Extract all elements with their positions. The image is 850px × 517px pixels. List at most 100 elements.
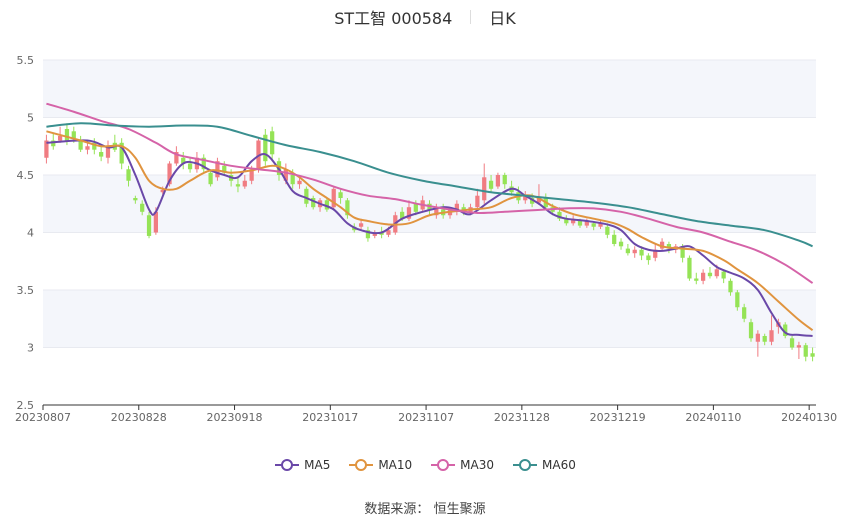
candle-body[interactable]	[748, 322, 754, 339]
candle-body[interactable]	[311, 198, 316, 208]
candle-body[interactable]	[659, 241, 665, 249]
candle-body[interactable]	[721, 271, 726, 279]
candle-body[interactable]	[174, 152, 179, 164]
candle-body[interactable]	[181, 157, 186, 164]
ma-line-ma60[interactable]	[46, 122, 813, 248]
candle-body[interactable]	[536, 198, 542, 203]
candle-body[interactable]	[235, 184, 241, 187]
candle-body[interactable]	[762, 336, 767, 342]
legend-item-ma60[interactable]: MA60	[512, 458, 576, 472]
candle-body[interactable]	[379, 232, 384, 235]
candle-body[interactable]	[598, 223, 603, 227]
candle-body[interactable]	[406, 207, 412, 219]
candle-body[interactable]	[78, 140, 83, 150]
ma-line-ma30[interactable]	[46, 102, 814, 284]
candle-body[interactable]	[297, 180, 302, 185]
candle-body[interactable]	[270, 131, 275, 155]
candle-body[interactable]	[208, 172, 213, 185]
candle-body[interactable]	[680, 246, 685, 258]
candle-body[interactable]	[126, 169, 131, 181]
candle-body[interactable]	[564, 218, 569, 224]
candle-body[interactable]	[365, 230, 371, 239]
legend-item-ma5[interactable]: MA5	[274, 458, 330, 472]
candle-body[interactable]	[632, 249, 637, 254]
candle-body[interactable]	[618, 241, 624, 247]
candle-body[interactable]	[612, 234, 617, 244]
candle-body[interactable]	[769, 330, 774, 342]
candlestick-chart[interactable]: 2.5 3 3.5 4 4.5 5 5.5 20230807 20230828 20230918…	[0, 0, 850, 440]
candle-body[interactable]	[263, 134, 268, 162]
candle-body[interactable]	[57, 135, 63, 141]
candle-body[interactable]	[99, 152, 104, 157]
candle-body[interactable]	[666, 244, 672, 249]
candle-body[interactable]	[529, 198, 535, 204]
candle-body[interactable]	[133, 198, 138, 201]
candle-body[interactable]	[290, 175, 295, 185]
candle-body[interactable]	[358, 223, 364, 227]
candle-body[interactable]	[215, 161, 220, 178]
candle-body[interactable]	[687, 257, 692, 279]
candle-body[interactable]	[345, 200, 350, 216]
candle-body[interactable]	[475, 195, 480, 208]
candle-body[interactable]	[372, 232, 377, 236]
candle-body[interactable]	[146, 215, 152, 236]
candle-body[interactable]	[85, 146, 90, 150]
candle-body[interactable]	[502, 175, 507, 185]
candle-body[interactable]	[803, 345, 808, 357]
candle-body[interactable]	[386, 230, 391, 235]
candle-body[interactable]	[51, 140, 56, 147]
candle-body[interactable]	[694, 278, 699, 281]
candle-body[interactable]	[105, 146, 111, 158]
candle-body[interactable]	[742, 307, 747, 319]
candle-body[interactable]	[160, 189, 165, 193]
candle-body[interactable]	[434, 207, 439, 216]
candle-body[interactable]	[646, 255, 651, 261]
candle-body[interactable]	[304, 188, 309, 204]
candle-body[interactable]	[488, 180, 494, 189]
candle-body[interactable]	[639, 249, 644, 256]
candle-body[interactable]	[625, 248, 631, 254]
candle-body[interactable]	[605, 226, 610, 235]
candle-body[interactable]	[338, 192, 343, 198]
candle-body[interactable]	[584, 221, 589, 226]
candle-body[interactable]	[735, 292, 740, 308]
ma-line-ma10[interactable]	[46, 130, 814, 332]
candle-body[interactable]	[755, 333, 760, 342]
candle-body[interactable]	[789, 338, 795, 348]
candle-body[interactable]	[454, 203, 459, 212]
candle-body[interactable]	[591, 223, 596, 227]
candle-body[interactable]	[249, 169, 254, 181]
candle-body[interactable]	[119, 142, 124, 164]
candle-body[interactable]	[324, 200, 330, 210]
candle-body[interactable]	[140, 203, 145, 212]
candle-body[interactable]	[796, 345, 802, 348]
candle-body[interactable]	[783, 324, 788, 337]
legend-item-ma30[interactable]: MA30	[430, 458, 494, 472]
candle-body[interactable]	[523, 195, 528, 201]
legend-item-ma10[interactable]: MA10	[348, 458, 412, 472]
candle-body[interactable]	[701, 272, 706, 281]
candle-body[interactable]	[495, 175, 501, 187]
candle-body[interactable]	[283, 169, 288, 181]
candle-body[interactable]	[64, 129, 70, 141]
candle-body[interactable]	[331, 188, 336, 208]
candle-body[interactable]	[413, 203, 418, 212]
period-label[interactable]: 日K	[489, 9, 516, 28]
candle-body[interactable]	[92, 142, 97, 150]
candle-body[interactable]	[167, 163, 172, 185]
candle-body[interactable]	[571, 218, 576, 224]
candle-body[interactable]	[714, 269, 719, 277]
candle-body[interactable]	[400, 211, 405, 219]
candle-body[interactable]	[728, 280, 733, 293]
candle-body[interactable]	[810, 353, 815, 357]
candle-body[interactable]	[153, 211, 158, 233]
candle-body[interactable]	[653, 249, 658, 258]
candle-body[interactable]	[71, 131, 76, 139]
candle-body[interactable]	[187, 163, 193, 170]
candle-body[interactable]	[577, 221, 583, 226]
candle-body[interactable]	[242, 180, 247, 187]
ma-line-ma5[interactable]	[46, 139, 813, 337]
candle-body[interactable]	[201, 157, 206, 170]
candle-body[interactable]	[222, 165, 227, 173]
candle-body[interactable]	[557, 211, 562, 219]
